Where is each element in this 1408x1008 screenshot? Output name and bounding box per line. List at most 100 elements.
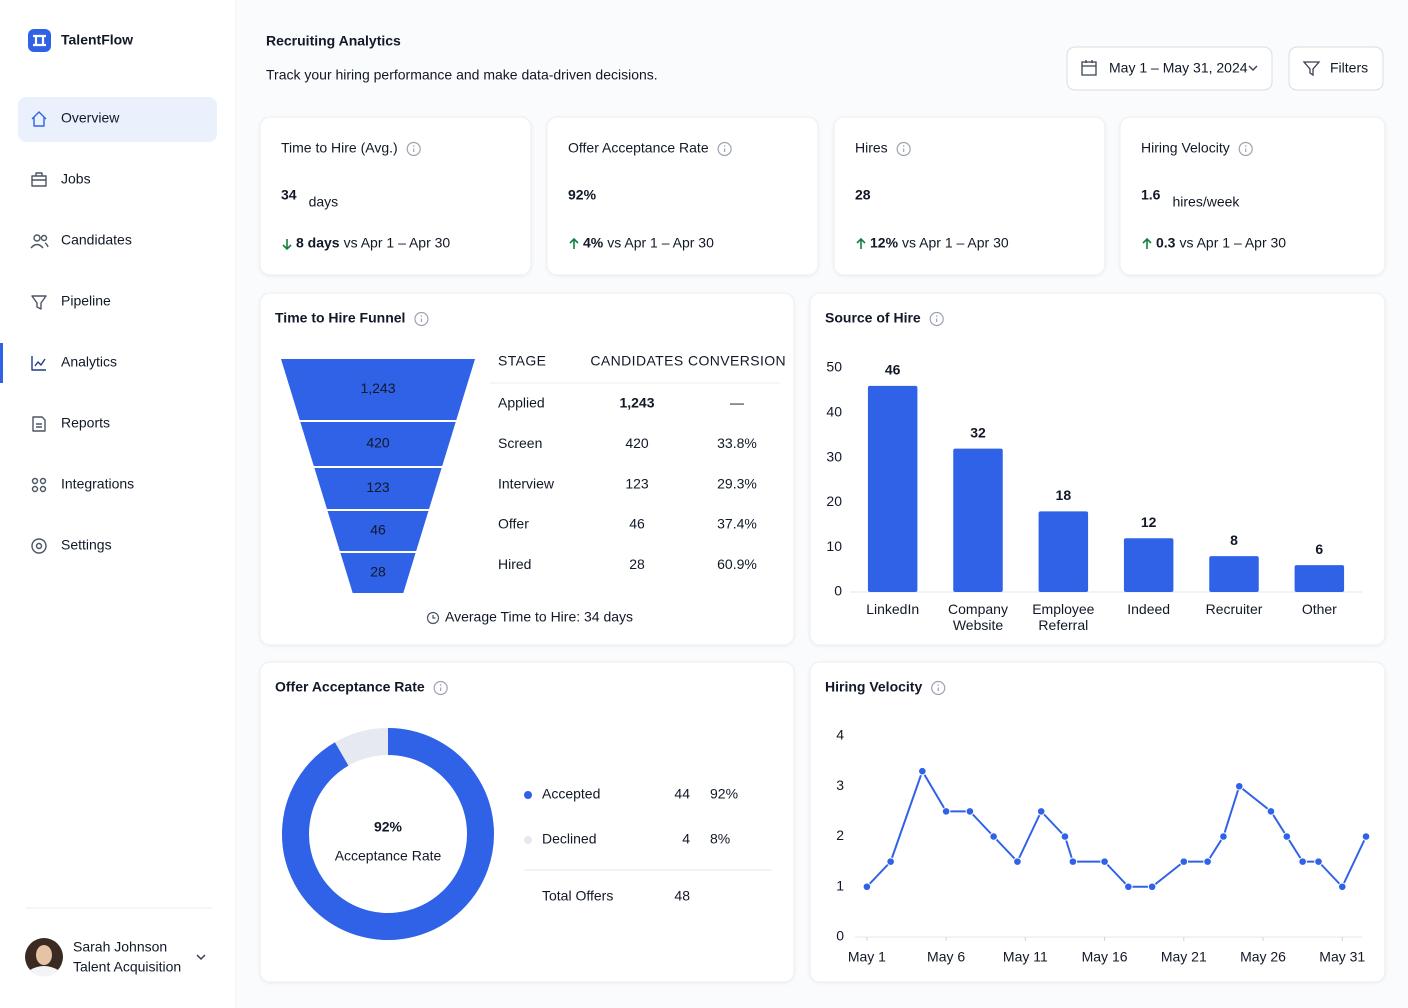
clock-icon xyxy=(426,611,440,625)
filters-button[interactable] xyxy=(1288,46,1384,91)
card xyxy=(546,116,819,276)
stage-name: Applied xyxy=(498,395,545,411)
info-icon-dot xyxy=(723,145,726,147)
stage-name: Screen xyxy=(498,435,542,451)
logo-mark xyxy=(33,34,46,47)
filters[interactable]: Filters xyxy=(1330,60,1368,76)
velocity-point xyxy=(886,857,895,866)
table-header: CANDIDATES xyxy=(590,353,683,369)
info-icon xyxy=(433,680,448,696)
x-tick-label: Indeed xyxy=(1127,601,1170,617)
date-range-button[interactable] xyxy=(1066,46,1273,91)
legend-label: Accepted xyxy=(542,786,600,802)
funnel-segment xyxy=(340,553,416,593)
funnel-label: 123 xyxy=(366,479,390,495)
velocity-point xyxy=(989,832,998,841)
funnel-label: 46 xyxy=(370,522,386,538)
bar xyxy=(1038,511,1089,592)
y-tick-label: 2 xyxy=(836,827,844,843)
kpi-delta: 4% xyxy=(583,235,604,251)
info-icon xyxy=(414,311,429,327)
funnel-segment xyxy=(314,468,442,509)
nav-item[interactable]: Pipeline xyxy=(61,293,111,309)
velocity-point xyxy=(1124,882,1133,892)
kpi-unit: days xyxy=(309,194,339,210)
bar xyxy=(867,385,918,592)
y-tick-label: 40 xyxy=(826,404,842,420)
card xyxy=(1119,116,1386,276)
stage-candidates: 123 xyxy=(625,475,649,491)
velocity-point xyxy=(1337,882,1347,892)
nav-icon xyxy=(31,172,47,187)
velocity-point xyxy=(1234,781,1244,791)
trend-arrow xyxy=(569,237,579,249)
funnel-label: 28 xyxy=(370,564,386,580)
x-tick-label: May 11 xyxy=(1003,949,1048,965)
sidebar xyxy=(0,0,236,1008)
info-icon xyxy=(931,680,946,696)
y-tick-label: 0 xyxy=(836,928,844,944)
kpi-delta: 0.3 xyxy=(1156,235,1176,251)
velocity-point xyxy=(1266,807,1276,816)
kpi-label: Offer Acceptance Rate xyxy=(568,140,709,156)
date-range[interactable]: May 1 – May 31, 2024 xyxy=(1109,60,1248,76)
user-role: Talent Acquisition xyxy=(73,959,181,975)
velocity-point xyxy=(1314,857,1323,866)
bar-value-label: 12 xyxy=(1141,514,1157,530)
nav-item[interactable]: Integrations xyxy=(61,476,134,492)
velocity-point xyxy=(918,766,927,776)
bar-value-label: 6 xyxy=(1315,541,1323,557)
funnel-label: 1,243 xyxy=(360,380,395,396)
kpi-value: 34 xyxy=(281,187,297,203)
x-tick-label: Other xyxy=(1302,601,1337,617)
card xyxy=(259,661,795,983)
velocity-point xyxy=(1068,857,1078,866)
user-menu-chevron[interactable] xyxy=(196,954,206,961)
trend-arrow xyxy=(282,239,292,251)
kpi-delta: 8 days xyxy=(296,235,340,251)
nav-item[interactable]: Analytics xyxy=(61,354,117,370)
velocity-point xyxy=(965,807,975,816)
funnel-segment xyxy=(327,511,429,551)
avatar-face xyxy=(36,945,52,965)
x-tick-label: Employee Referral xyxy=(1032,601,1094,633)
info-icon-dot xyxy=(420,315,423,317)
page-title: Recruiting Analytics xyxy=(266,33,401,49)
velocity-point xyxy=(1013,857,1022,866)
legend-share: 92% xyxy=(710,786,738,802)
info-icon xyxy=(406,141,421,157)
velocity-point xyxy=(1219,832,1228,841)
legend-dot xyxy=(524,791,532,799)
velocity-point xyxy=(1282,832,1292,841)
bar xyxy=(1123,538,1174,592)
info-icon-dot xyxy=(412,145,415,147)
nav-item[interactable]: Reports xyxy=(61,415,110,431)
nav-item[interactable]: Settings xyxy=(61,537,112,553)
chart-title: Offer Acceptance Rate xyxy=(275,679,425,695)
velocity-point xyxy=(1100,857,1109,866)
total-value: 48 xyxy=(674,888,690,904)
stage-name: Interview xyxy=(498,475,555,491)
nav-icon xyxy=(30,234,49,249)
nav-item[interactable]: Overview xyxy=(61,110,120,126)
stage-candidates: 1,243 xyxy=(619,395,654,411)
x-tick-label: May 1 xyxy=(848,949,886,965)
y-tick-label: 20 xyxy=(826,493,842,509)
info-icon xyxy=(1238,141,1253,157)
page-subtitle: Track your hiring performance and make d… xyxy=(266,67,658,83)
legend-count: 4 xyxy=(682,831,690,847)
donut-segment xyxy=(282,728,494,940)
nav-item[interactable]: Candidates xyxy=(61,232,132,248)
velocity-point xyxy=(941,807,951,816)
total-label: Total Offers xyxy=(542,888,613,904)
nav-item[interactable]: Jobs xyxy=(61,171,91,187)
y-tick-label: 3 xyxy=(836,777,844,793)
x-tick-label: Company Website xyxy=(948,601,1008,633)
avatar-shirt xyxy=(30,966,58,977)
stage-conversion: 37.4% xyxy=(717,516,757,532)
info-icon-dot xyxy=(937,684,940,686)
bar xyxy=(953,448,1003,592)
velocity-point xyxy=(1147,882,1157,892)
kpi-value: 1.6 xyxy=(1141,187,1161,203)
